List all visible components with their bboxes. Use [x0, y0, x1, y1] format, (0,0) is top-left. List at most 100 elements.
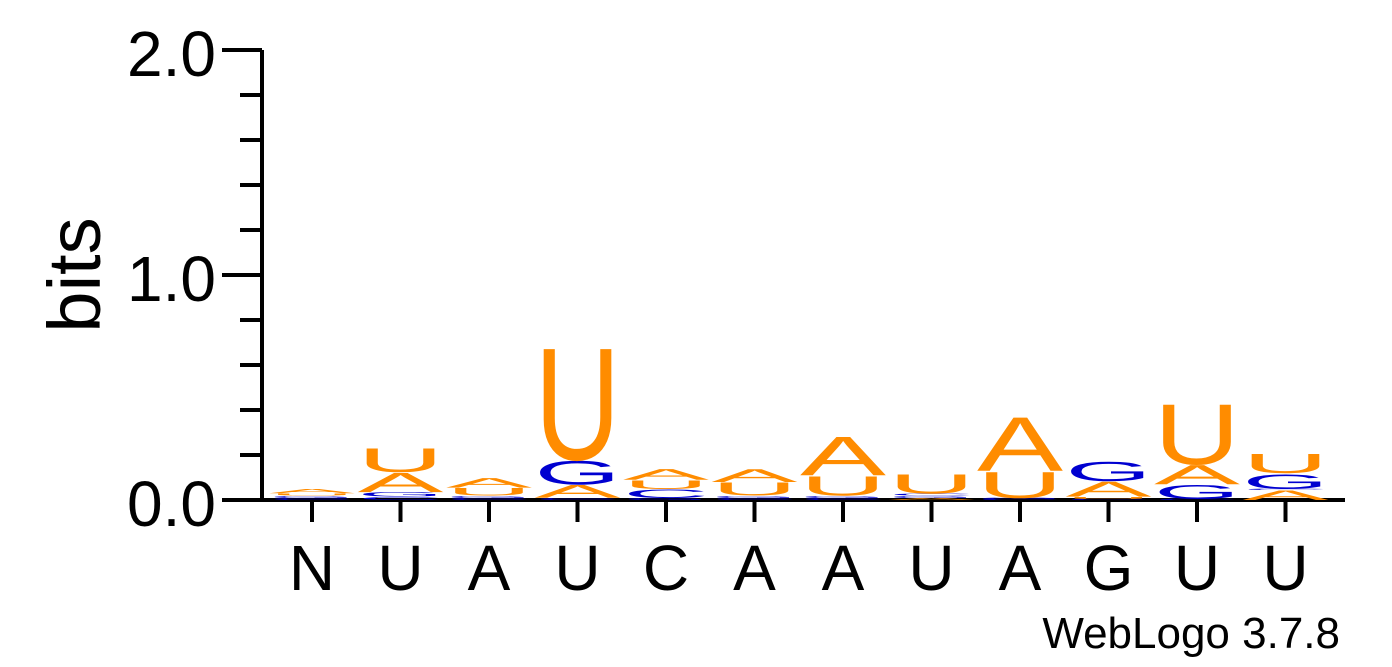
svg-text:C: C: [1243, 488, 1329, 490]
logo-letter-G: G: [800, 495, 886, 498]
svg-text:C: C: [623, 487, 709, 501]
logo-letter-C: C: [977, 499, 1063, 501]
svg-text:U: U: [1243, 448, 1329, 479]
svg-text:U: U: [535, 315, 621, 494]
svg-text:G: G: [623, 497, 709, 500]
svg-text:G: G: [977, 497, 1063, 499]
logo-letter-A: A: [623, 466, 710, 483]
svg-text:A: A: [269, 488, 356, 495]
x-tick-label: A: [822, 532, 865, 604]
logo-glyph-layer: CGUACGAUCGUACAGUGCUACGUACGUAAGCUCGUACUAG…: [269, 315, 1329, 505]
logo-letter-U: U: [446, 486, 532, 498]
logo-letter-A: A: [712, 466, 798, 487]
logo-letter-C: C: [269, 497, 355, 500]
logo-letter-U: U: [535, 315, 621, 494]
logo-letter-G: G: [712, 495, 798, 498]
logo-letter-A: A: [269, 488, 356, 495]
logo-letter-U: U: [269, 493, 355, 496]
logo-letter-C: C: [1066, 499, 1152, 501]
x-tick-label: A: [733, 532, 776, 604]
svg-text:A: A: [1243, 488, 1330, 504]
logo-letter-C: C: [1154, 499, 1240, 501]
y-tick-label: 1.0: [127, 243, 216, 315]
logo-letter-G: G: [889, 495, 975, 498]
logo-letter-C: C: [535, 497, 621, 500]
svg-text:G: G: [535, 453, 621, 491]
x-tick-label: A: [468, 532, 511, 604]
x-tick-label: N: [289, 532, 335, 604]
logo-letter-U: U: [1154, 385, 1240, 482]
svg-text:G: G: [358, 491, 444, 498]
logo-letter-A: A: [535, 481, 621, 502]
logo-letter-C: C: [623, 487, 709, 501]
weblogo-credit: WebLogo 3.7.8: [1042, 609, 1340, 658]
x-tick-label: U: [554, 532, 600, 604]
svg-text:U: U: [889, 468, 975, 499]
svg-text:A: A: [1154, 459, 1240, 490]
svg-text:A: A: [800, 426, 886, 488]
y-tick-label: 2.0: [127, 18, 216, 90]
logo-letter-C: C: [889, 493, 975, 496]
logo-letter-G: G: [269, 495, 355, 498]
svg-text:G: G: [446, 495, 532, 498]
svg-text:C: C: [1154, 499, 1240, 501]
logo-letter-A: A: [800, 426, 886, 488]
svg-text:G: G: [712, 495, 798, 498]
logo-letter-C: C: [712, 497, 798, 500]
svg-text:C: C: [800, 497, 886, 500]
svg-text:G: G: [800, 495, 886, 498]
logo-letter-U: U: [1243, 448, 1329, 479]
svg-text:A: A: [358, 467, 444, 498]
logo-letter-G: G: [535, 453, 621, 491]
logo-letter-A: A: [358, 467, 444, 498]
svg-text:U: U: [712, 479, 798, 500]
logo-letter-U: U: [712, 479, 798, 500]
svg-text:A: A: [535, 481, 621, 502]
svg-text:C: C: [535, 497, 621, 500]
x-tick-label: U: [1262, 532, 1308, 604]
logo-letter-U: U: [800, 471, 886, 502]
svg-text:U: U: [446, 486, 532, 498]
logo-letter-U: U: [889, 468, 975, 499]
logo-letter-G: G: [1066, 456, 1152, 487]
logo-letter-C: C: [800, 497, 886, 500]
x-tick-label: G: [1084, 532, 1134, 604]
svg-text:U: U: [800, 471, 886, 502]
logo-letter-G: G: [358, 491, 444, 498]
svg-text:G: G: [1243, 470, 1329, 494]
svg-text:C: C: [977, 499, 1063, 501]
svg-text:A: A: [446, 475, 533, 491]
svg-text:A: A: [977, 401, 1064, 487]
svg-text:C: C: [446, 497, 532, 500]
logo-letter-C: C: [446, 497, 532, 500]
svg-text:U: U: [1066, 496, 1152, 499]
y-axis-label: bits: [33, 217, 116, 332]
svg-text:U: U: [977, 464, 1063, 505]
svg-text:A: A: [889, 497, 976, 500]
x-tick-label: A: [999, 532, 1042, 604]
svg-text:U: U: [1154, 385, 1240, 482]
logo-letter-A: A: [889, 497, 976, 500]
logo-letter-C: C: [358, 496, 444, 501]
svg-text:C: C: [712, 497, 798, 500]
x-tick-label: U: [1174, 532, 1220, 604]
logo-letter-U: U: [1066, 496, 1152, 499]
y-tick-label: 0.0: [127, 468, 216, 540]
svg-text:G: G: [1066, 456, 1152, 487]
logo-letter-A: A: [1243, 488, 1330, 504]
logo-letter-A: A: [1154, 459, 1240, 490]
x-tick-label: U: [377, 532, 423, 604]
svg-text:G: G: [1154, 481, 1240, 503]
svg-text:C: C: [269, 497, 355, 500]
svg-text:G: G: [889, 495, 975, 498]
logo-letter-A: A: [977, 401, 1064, 487]
svg-text:C: C: [889, 493, 975, 496]
x-tick-label: U: [908, 532, 954, 604]
x-tick-label: C: [643, 532, 689, 604]
logo-letter-U: U: [977, 464, 1063, 505]
logo-letter-G: G: [1154, 481, 1240, 503]
logo-letter-G: G: [446, 495, 532, 498]
logo-letter-U: U: [358, 441, 444, 479]
